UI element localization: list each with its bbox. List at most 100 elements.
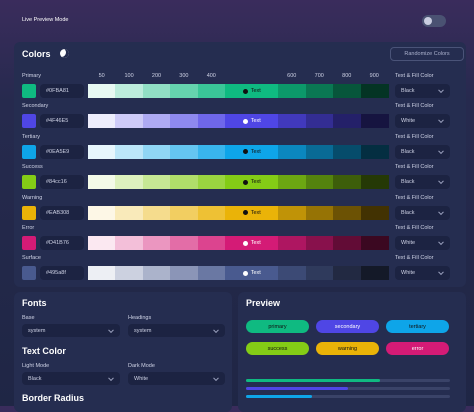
color-swatch[interactable]	[22, 205, 36, 220]
text-fill-select[interactable]: Black	[395, 175, 450, 190]
shade-cell[interactable]	[305, 84, 334, 98]
shade-cell[interactable]	[197, 205, 226, 220]
shade-cell[interactable]	[170, 205, 199, 220]
shade-cell[interactable]	[115, 144, 144, 159]
color-swatch[interactable]	[22, 114, 36, 129]
shade-cell[interactable]	[88, 236, 116, 250]
color-swatch[interactable]	[22, 175, 36, 190]
shade-cell[interactable]	[88, 114, 116, 129]
preview-pill[interactable]: success	[246, 342, 309, 355]
shade-cell[interactable]	[333, 205, 361, 220]
shade-cell[interactable]: Text	[225, 144, 279, 159]
hex-input[interactable]: #4F46E5	[40, 114, 84, 129]
shade-cell[interactable]	[88, 266, 116, 281]
headings-select[interactable]: system	[128, 324, 225, 337]
hex-input[interactable]: #495a8f	[40, 266, 84, 281]
live-preview-toggle[interactable]	[422, 15, 446, 27]
shade-cell[interactable]	[88, 175, 116, 190]
hex-input[interactable]: #84cc16	[40, 175, 84, 190]
color-swatch[interactable]	[22, 144, 36, 159]
shade-cell[interactable]	[278, 205, 306, 220]
text-fill-select[interactable]: White	[395, 114, 450, 129]
shade-cell[interactable]	[360, 205, 389, 220]
preview-pill[interactable]: error	[386, 342, 449, 355]
text-fill-select[interactable]: White	[395, 266, 450, 281]
shade-cell[interactable]	[278, 175, 306, 190]
randomize-button[interactable]: Randomize Colors	[390, 47, 464, 61]
shade-cell[interactable]	[142, 175, 171, 190]
hex-input[interactable]: #0EA5E9	[40, 144, 84, 159]
shade-cell[interactable]	[197, 236, 226, 250]
shade-cell[interactable]	[278, 144, 306, 159]
shade-cell[interactable]	[88, 205, 116, 220]
shade-cell[interactable]	[197, 114, 226, 129]
shade-cell[interactable]	[142, 84, 171, 98]
shade-cell[interactable]	[88, 84, 116, 98]
shade-cell[interactable]	[142, 205, 171, 220]
shade-cell[interactable]	[305, 175, 334, 190]
shade-cell[interactable]: Text	[225, 175, 279, 190]
shade-cell[interactable]: Text	[225, 114, 279, 129]
shade-cell[interactable]	[170, 266, 199, 281]
shade-cell[interactable]	[197, 266, 226, 281]
preview-pill[interactable]: tertiary	[386, 320, 449, 333]
shade-cell[interactable]	[115, 205, 144, 220]
shade-cell[interactable]	[170, 236, 199, 250]
shade-cell[interactable]	[142, 266, 171, 281]
shade-cell[interactable]	[333, 236, 361, 250]
shade-cell[interactable]	[305, 114, 334, 129]
shade-cell[interactable]	[333, 114, 361, 129]
preview-pill[interactable]: secondary	[316, 320, 379, 333]
shade-cell[interactable]	[197, 84, 226, 98]
light-mode-select[interactable]: Black	[22, 372, 120, 385]
shade-cell[interactable]	[360, 114, 389, 129]
text-fill-select[interactable]: Black	[395, 144, 450, 159]
shade-cell[interactable]	[305, 144, 334, 159]
shade-cell[interactable]	[360, 175, 389, 190]
shade-cell[interactable]	[360, 144, 389, 159]
shade-cell[interactable]	[115, 266, 144, 281]
shade-cell[interactable]: Text	[225, 236, 279, 250]
shade-cell[interactable]	[115, 114, 144, 129]
preview-pill[interactable]: warning	[316, 342, 379, 355]
shade-cell[interactable]	[278, 114, 306, 129]
dark-mode-select[interactable]: White	[128, 372, 225, 385]
shade-cell[interactable]	[170, 114, 199, 129]
shade-cell[interactable]	[305, 266, 334, 281]
shade-cell[interactable]: Text	[225, 266, 279, 281]
shade-cell[interactable]	[197, 144, 226, 159]
shade-cell[interactable]	[360, 266, 389, 281]
color-swatch[interactable]	[22, 236, 36, 250]
hex-input[interactable]: #EAB308	[40, 205, 84, 220]
shade-cell[interactable]	[333, 84, 361, 98]
shade-cell[interactable]	[360, 236, 389, 250]
shade-cell[interactable]	[142, 114, 171, 129]
shade-cell[interactable]	[305, 236, 334, 250]
shade-cell[interactable]	[333, 144, 361, 159]
shade-cell[interactable]	[88, 144, 116, 159]
shade-cell[interactable]	[305, 205, 334, 220]
shade-cell[interactable]	[142, 144, 171, 159]
color-swatch[interactable]	[22, 84, 36, 98]
shade-cell[interactable]	[170, 144, 199, 159]
hex-input[interactable]: #D41B76	[40, 236, 84, 250]
text-fill-select[interactable]: Black	[395, 84, 450, 98]
shade-cell[interactable]	[278, 266, 306, 281]
shade-cell[interactable]	[170, 175, 199, 190]
shade-cell[interactable]	[333, 266, 361, 281]
shade-cell[interactable]	[115, 236, 144, 250]
base-select[interactable]: system	[22, 324, 120, 337]
shade-cell[interactable]	[115, 84, 144, 98]
shade-cell[interactable]: Text	[225, 84, 279, 98]
color-swatch[interactable]	[22, 266, 36, 281]
shade-cell[interactable]	[197, 175, 226, 190]
shade-cell[interactable]	[278, 236, 306, 250]
preview-pill[interactable]: primary	[246, 320, 309, 333]
shade-cell[interactable]	[142, 236, 171, 250]
shade-cell[interactable]	[278, 84, 306, 98]
shade-cell[interactable]	[360, 84, 389, 98]
shade-cell[interactable]: Text	[225, 205, 279, 220]
shade-cell[interactable]	[170, 84, 199, 98]
text-fill-select[interactable]: Black	[395, 205, 450, 220]
hex-input[interactable]: #0FBA81	[40, 84, 84, 98]
